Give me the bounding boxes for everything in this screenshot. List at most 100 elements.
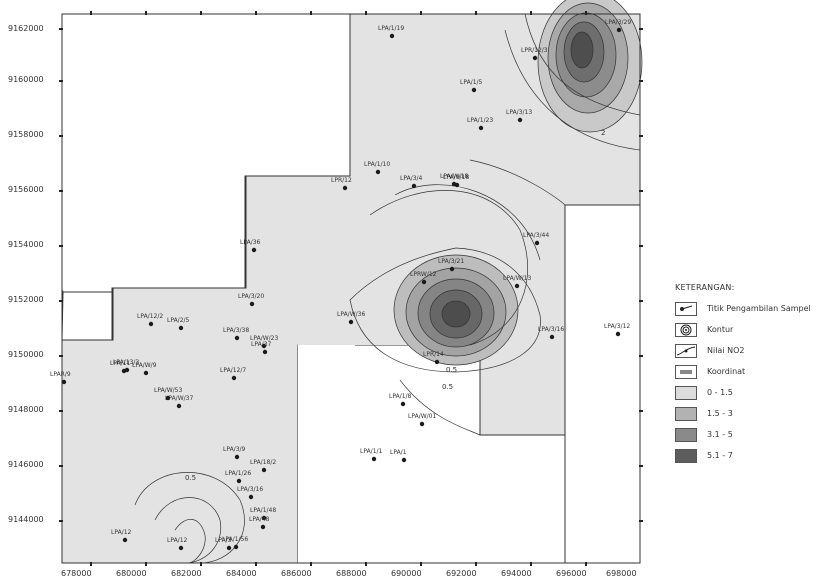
sample-point: LPR/14 xyxy=(423,351,444,365)
sample-point: LPA/48 xyxy=(249,516,270,530)
sample-point: LPA/3/44 xyxy=(523,232,549,246)
sample-point-label: LPA/3/44 xyxy=(523,232,549,239)
sample-point-label: LPRW/12 xyxy=(410,271,437,278)
contour-icon xyxy=(675,322,697,337)
sample-point: LPA/3/38 xyxy=(223,327,249,341)
sample-point-marker xyxy=(236,478,242,484)
sample-point: LPA/W/37 xyxy=(165,395,193,409)
x-axis: 678000 680000 682000 684000 686000 68800… xyxy=(61,569,637,578)
sample-point: LPA/1/56 xyxy=(222,536,248,550)
sample-point-marker xyxy=(478,125,484,131)
legend-label: Koordinat xyxy=(707,367,746,376)
y-tick-label: 9150000 xyxy=(8,350,44,359)
x-tick-label: 678000 xyxy=(61,569,92,578)
sample-point: LPA/1/1 xyxy=(360,448,383,462)
sample-point-marker xyxy=(122,537,128,543)
sample-point-marker xyxy=(532,55,538,61)
sample-point-marker xyxy=(400,401,406,407)
legend-item: Titik Pengambilan Sampel xyxy=(675,298,832,319)
sample-point-label: LPA/3/16 xyxy=(538,326,564,333)
sample-point-label: LPA/48 xyxy=(249,516,270,523)
sample-point-marker xyxy=(143,370,149,376)
sample-point-label: LPA/1/56 xyxy=(222,536,248,543)
sample-point: LPA/12 xyxy=(167,537,188,551)
sample-point-label: LPA/3/9 xyxy=(223,446,246,453)
sample-point: LPA/12/2 xyxy=(137,313,163,327)
legend-item: 0 - 1.5 xyxy=(675,382,832,403)
y-tick-label: 9146000 xyxy=(8,460,44,469)
sample-point-label: LPA/3/29 xyxy=(605,19,631,26)
sample-point-label: LPA/12/2 xyxy=(137,313,163,320)
y-tick-label: 9158000 xyxy=(8,130,44,139)
sample-point-marker xyxy=(517,117,523,123)
y-tick-label: 9162000 xyxy=(8,24,44,33)
sample-point-label: LPA/1/19 xyxy=(378,25,404,32)
sample-point-marker xyxy=(401,457,407,463)
x-tick-label: 686000 xyxy=(281,569,312,578)
sample-point-marker xyxy=(342,185,348,191)
sample-point-label: LPA/1/48 xyxy=(250,507,276,514)
sample-point: LPA/3/4 xyxy=(400,175,423,189)
sample-point: LPA/1/26 xyxy=(225,470,251,484)
sample-point: LPA/3/29 xyxy=(605,19,631,33)
sample-point-label: LPA/W/18 xyxy=(440,173,468,180)
legend-label: 0 - 1.5 xyxy=(707,388,733,397)
sample-point-label: LPA/18/2 xyxy=(250,459,276,466)
legend-label: Nilai NO2 xyxy=(707,346,745,355)
sample-point-label: LPA/W/37 xyxy=(165,395,193,402)
y-tick-label: 9160000 xyxy=(8,75,44,84)
sample-point: LPA/36 xyxy=(240,239,261,253)
sample-point-label: LPA/1/10 xyxy=(364,161,390,168)
map-frame xyxy=(61,13,641,564)
x-tick-label: 684000 xyxy=(226,569,257,578)
sample-point: LPA/1/48 xyxy=(250,507,276,521)
legend-item: Koordinat xyxy=(675,361,832,382)
sample-point-label: LPA/3/13 xyxy=(506,109,532,116)
legend-swatch xyxy=(675,385,697,400)
sample-point-label: LPA/1/8 xyxy=(389,393,412,400)
sample-point: LPR/12 xyxy=(331,177,352,191)
sample-point: LPA/3/12 xyxy=(604,323,630,337)
sample-point-marker xyxy=(261,343,267,349)
frame-ticks xyxy=(59,11,643,566)
sample-point-marker xyxy=(121,368,127,374)
legend-label: 5.1 - 7 xyxy=(707,451,733,460)
sample-point: LPA/3 xyxy=(215,537,232,551)
x-tick-label: 688000 xyxy=(336,569,367,578)
sample-point-marker xyxy=(249,301,255,307)
legend-item: 5.1 - 7 xyxy=(675,445,832,466)
contour-label: 2 xyxy=(601,129,605,137)
study-area-lower xyxy=(298,345,355,563)
sample-point-marker xyxy=(176,403,182,409)
sample-point: LPA/3/16 xyxy=(538,326,564,340)
legend-item: Kontur xyxy=(675,319,832,340)
sample-point-marker xyxy=(262,349,268,355)
sample-point-label: LPA/1/5 xyxy=(460,79,483,86)
sample-point-marker xyxy=(61,379,67,385)
sample-point-label: LPR/12 xyxy=(331,177,352,184)
contour-label: 0.5 xyxy=(446,366,457,374)
legend-label: Kontur xyxy=(707,325,734,334)
sample-point-label: LPA/9/18 xyxy=(443,174,469,181)
map-legend: KETERANGAN: Titik Pengambilan Sampel Kon… xyxy=(675,283,832,466)
sample-point-marker xyxy=(616,27,622,33)
sample-point-marker xyxy=(226,545,232,551)
y-axis: 9162000 9160000 9158000 9156000 9154000 … xyxy=(8,24,44,524)
sample-point-marker xyxy=(165,395,171,401)
sample-point-label: LPA/13/3 xyxy=(113,359,139,366)
sample-point-marker xyxy=(348,319,354,325)
sample-point: LPA/3/16 xyxy=(237,486,263,500)
sample-point-label: LPA/11 xyxy=(110,360,131,367)
sample-point-marker xyxy=(234,454,240,460)
x-tick-label: 690000 xyxy=(391,569,422,578)
contour-label: 0.5 xyxy=(185,474,196,482)
sample-point-marker xyxy=(449,266,455,272)
sample-point-icon xyxy=(675,301,697,316)
sample-point: LPA/3/20 xyxy=(238,293,264,307)
legend-item: 1.5 - 3 xyxy=(675,403,832,424)
sample-point: LPA/3/21 xyxy=(438,258,464,272)
contour-lines xyxy=(134,13,641,564)
sample-point-label: LPA/12 xyxy=(111,529,132,536)
sample-point-label: LPA/W/36 xyxy=(337,311,365,318)
